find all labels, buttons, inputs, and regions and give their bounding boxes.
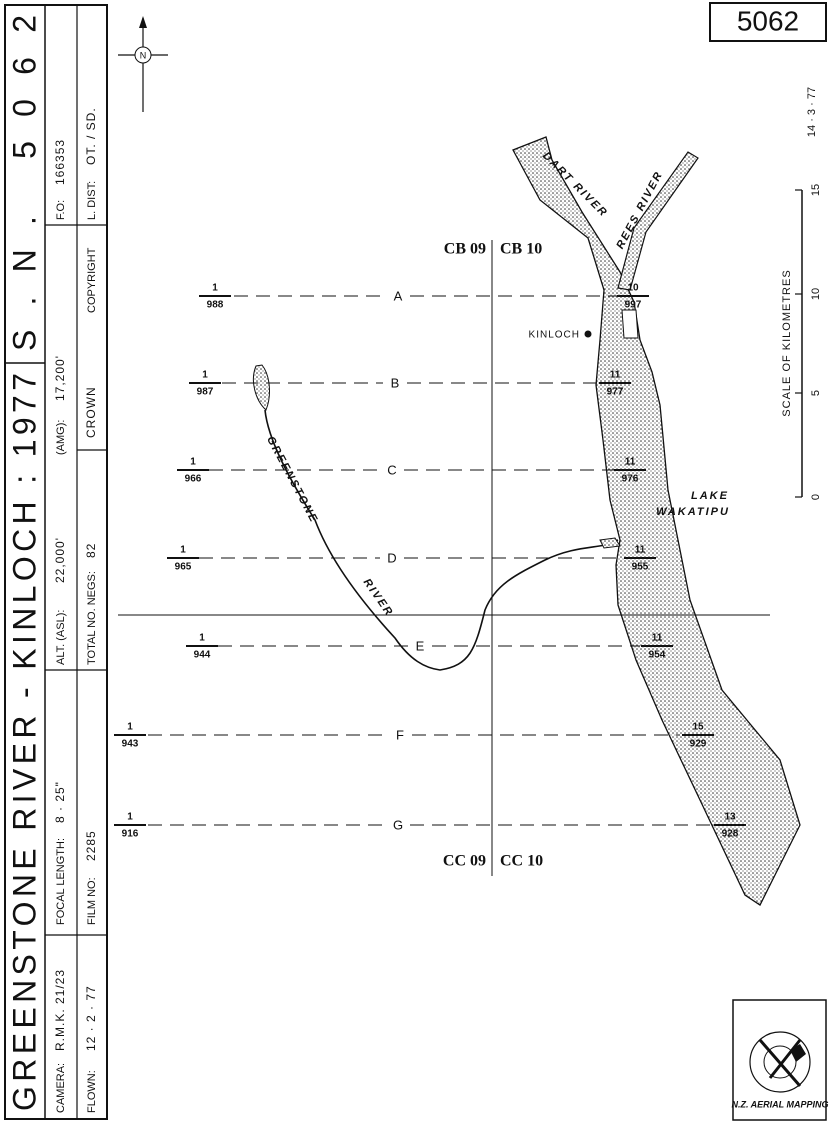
run-number: 13 [724, 812, 736, 823]
frame-number: 977 [607, 387, 624, 398]
fo-label: F.O: [55, 200, 67, 220]
sheet-box [709, 2, 827, 42]
greenstone-river [264, 409, 619, 671]
alt: 22,000' [53, 537, 67, 583]
negs: 82 [84, 543, 98, 558]
greenstone-lake [252, 364, 270, 411]
ldist-label: L. DIST: [86, 181, 98, 220]
title: GREENSTONE RIVER - KINLOCH : 1977 [6, 373, 42, 1111]
flight-letter: F [396, 727, 404, 742]
logo: N.Z. AERIAL MAPPING [731, 999, 829, 1121]
run-number: 1 [199, 633, 205, 644]
flight-line: C 1 966 11 976 [177, 457, 646, 485]
frame-number: 966 [185, 474, 202, 485]
run-number: 15 [692, 722, 704, 733]
place-river: RIVER [361, 577, 396, 620]
frame-number: 976 [622, 474, 639, 485]
flown: 12 · 2 · 77 [84, 985, 98, 1051]
place-greenstone: GREENSTONE [264, 434, 320, 525]
river-mouth [599, 537, 621, 549]
info-panel: GREENSTONE RIVER - KINLOCH : 1977 S.N. 5… [4, 4, 108, 1120]
run-number: 1 [202, 370, 208, 381]
focal-label: FOCAL LENGTH: [55, 838, 67, 925]
ldist: OT. / SD. [84, 107, 98, 165]
scale-tick-label: 15 [810, 184, 822, 196]
flight-letter: G [393, 817, 403, 832]
kinloch-dot [584, 330, 592, 338]
frame-number: 916 [122, 829, 139, 840]
flown-label: FLOWN: [86, 1070, 98, 1113]
alt-label: ALT. (ASL): [55, 610, 67, 665]
frame-number: 965 [175, 562, 192, 573]
amg: 17,200' [53, 355, 67, 401]
copyright-1: CROWN [84, 386, 98, 438]
scale-tick-label: 10 [810, 288, 822, 300]
run-number: 11 [635, 545, 646, 556]
scale-bar: SCALE OF KILOMETRES 0 5 10 15 [781, 184, 822, 500]
flight-line: E 1 944 11 954 [186, 633, 673, 661]
flight-line: D 1 965 11 955 [167, 545, 656, 573]
flight-line: F 1 943 15 929 [114, 722, 714, 750]
frame-number: 987 [197, 387, 214, 398]
run-number: 11 [652, 633, 663, 644]
rees-river [617, 151, 699, 291]
serial: S.N. 5062 [6, 15, 42, 351]
run-number: 1 [190, 457, 196, 468]
run-number: 11 [610, 370, 621, 381]
lake-wakatipu [512, 136, 801, 906]
frame-number: 954 [649, 650, 666, 661]
frame-number: 928 [722, 829, 739, 840]
flight-letter: D [387, 550, 396, 565]
logo-text: N.Z. AERIAL MAPPING [731, 1099, 828, 1109]
scale-tick-label: 5 [810, 390, 822, 396]
focal: 8 · 25" [53, 781, 67, 823]
frame-number: 929 [690, 739, 707, 750]
north-label: N [140, 50, 147, 60]
place-lake: WAKATIPU [656, 506, 730, 518]
film: 2285 [84, 830, 98, 861]
frame-number: 997 [625, 300, 642, 311]
film-label: FILM NO: [86, 877, 98, 925]
run-number: 10 [627, 283, 639, 294]
island [621, 309, 639, 339]
run-number: 1 [212, 283, 218, 294]
sheet-number: 5062 [737, 5, 799, 36]
grid-label: CB 09 [444, 241, 486, 258]
flight-letter: E [416, 638, 425, 653]
north-arrow: N [118, 16, 168, 112]
place-lake: LAKE [691, 490, 729, 502]
grid-label: CC 09 [443, 853, 486, 870]
date: 14 · 3 · 77 [806, 87, 818, 137]
run-number: 1 [180, 545, 186, 556]
flight-line: B 1 987 11 977 [189, 370, 631, 398]
fo: 166353 [53, 139, 67, 185]
camera-label: CAMERA: [55, 1063, 67, 1113]
frame-number: 944 [194, 650, 211, 661]
camera: R.M.K. 21/23 [53, 969, 67, 1051]
amg-label: (AMG): [55, 420, 67, 455]
flight-line: G 1 916 13 928 [114, 812, 746, 840]
flight-letter: B [391, 375, 400, 390]
frame-number: 943 [122, 739, 139, 750]
place-kinloch: KINLOCH [529, 330, 580, 341]
flight-line: A 1 988 10 997 [199, 283, 649, 311]
frame-number: 955 [632, 562, 649, 573]
run-number: 11 [625, 457, 636, 468]
grid-label: CC 10 [500, 853, 543, 870]
scale-tick-label: 0 [810, 494, 822, 500]
negs-label: TOTAL NO. NEGS: [86, 571, 98, 665]
copyright-2: COPYRIGHT [86, 247, 98, 313]
frame-number: 988 [207, 300, 224, 311]
scale-title: SCALE OF KILOMETRES [781, 269, 793, 416]
flight-letter: A [394, 288, 403, 303]
grid-label: CB 10 [500, 241, 542, 258]
flight-letter: C [387, 462, 396, 477]
run-number: 1 [127, 722, 133, 733]
run-number: 1 [127, 812, 133, 823]
